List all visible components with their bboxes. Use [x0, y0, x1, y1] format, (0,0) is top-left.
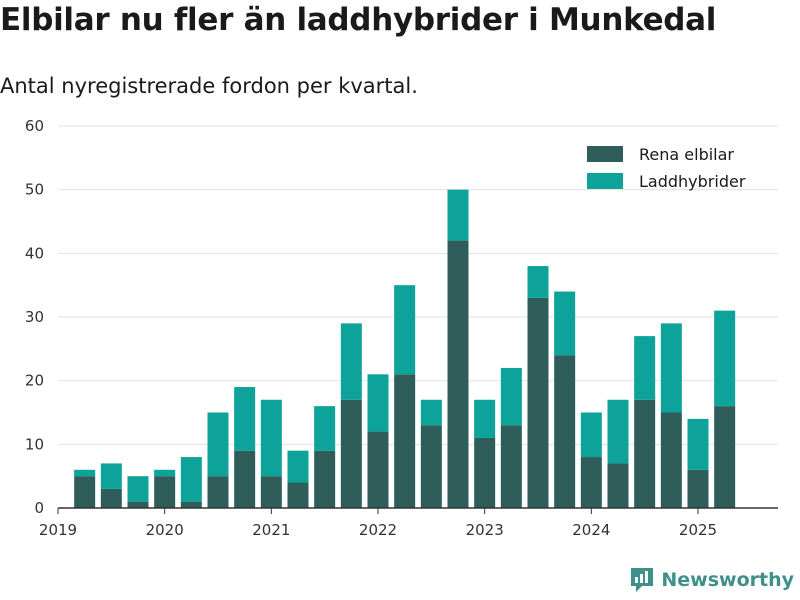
y-tick-label: 60: [25, 117, 44, 135]
y-axis-ticks: 0 10 20 30 40 50 60: [25, 117, 44, 517]
bar-laddhybrider: [207, 412, 229, 477]
bar-rena-elbilar: [260, 476, 282, 508]
y-tick-label: 30: [25, 308, 44, 326]
bar-laddhybrider: [420, 399, 442, 426]
y-tick-label: 0: [34, 499, 44, 517]
bar-rena-elbilar: [127, 501, 149, 508]
bar-laddhybrider: [394, 285, 416, 375]
bar-rena-elbilar: [660, 412, 682, 508]
bar-rena-elbilar: [367, 431, 389, 508]
bar-laddhybrider: [367, 374, 389, 432]
bar-rena-elbilar: [714, 406, 736, 508]
legend: Rena elbilar Laddhybrider: [587, 145, 746, 191]
bar-laddhybrider: [474, 399, 496, 438]
bar-laddhybrider: [100, 463, 122, 489]
x-tick-label: 2022: [359, 521, 397, 539]
bar-laddhybrider: [580, 412, 602, 458]
bar-laddhybrider: [260, 399, 282, 477]
bar-rena-elbilar: [340, 399, 362, 508]
bar-rena-elbilar: [314, 450, 336, 508]
x-tick-label: 2023: [466, 521, 504, 539]
bar-rena-elbilar: [447, 240, 469, 508]
x-tick-label: 2024: [572, 521, 610, 539]
bar-laddhybrider: [127, 476, 149, 502]
bar-rena-elbilar: [500, 425, 522, 508]
bar-laddhybrider: [554, 291, 576, 356]
legend-swatch-laddhybrider: [587, 173, 623, 189]
x-tick-label: 2019: [39, 521, 77, 539]
bar-laddhybrider: [340, 323, 362, 400]
bar-laddhybrider: [500, 367, 522, 426]
bar-laddhybrider: [634, 336, 656, 400]
bar-rena-elbilar: [74, 476, 96, 508]
y-tick-label: 10: [25, 435, 44, 453]
bar-laddhybrider: [180, 457, 202, 502]
bar-laddhybrider: [660, 323, 682, 413]
bar-laddhybrider: [607, 399, 629, 464]
bar-rena-elbilar: [527, 297, 549, 508]
bar-rena-elbilar: [287, 482, 309, 508]
bar-rena-elbilar: [100, 488, 122, 508]
x-tick-label: 2025: [679, 521, 717, 539]
x-axis-ticks: 2019 2020 2021 2022 2023 2024 2025: [39, 508, 717, 539]
y-tick-label: 20: [25, 372, 44, 390]
y-tick-label: 50: [25, 181, 44, 199]
bar-laddhybrider: [527, 266, 549, 298]
legend-label-rena-elbilar: Rena elbilar: [639, 145, 734, 164]
bar-laddhybrider: [714, 310, 736, 407]
bars: [74, 189, 736, 508]
chart-title: Elbilar nu fler än laddhybrider i Munked…: [0, 2, 717, 38]
bar-rena-elbilar: [607, 463, 629, 508]
bar-laddhybrider: [234, 387, 256, 451]
x-tick-label: 2021: [252, 521, 290, 539]
bar-laddhybrider: [154, 469, 176, 477]
grid-lines: [58, 125, 778, 445]
bar-laddhybrider: [687, 418, 709, 470]
bar-laddhybrider: [447, 189, 469, 241]
legend-label-laddhybrider: Laddhybrider: [639, 172, 746, 191]
newsworthy-icon: [631, 568, 654, 592]
bar-rena-elbilar: [634, 399, 656, 508]
x-tick-label: 2020: [146, 521, 184, 539]
legend-swatch-rena-elbilar: [587, 146, 623, 162]
bar-rena-elbilar: [687, 469, 709, 508]
bar-laddhybrider: [287, 450, 309, 483]
bar-rena-elbilar: [180, 501, 202, 508]
chart-subtitle: Antal nyregistrerade fordon per kvartal.: [0, 74, 418, 98]
bar-rena-elbilar: [420, 425, 442, 508]
bar-laddhybrider: [314, 406, 336, 451]
bar-rena-elbilar: [154, 476, 176, 508]
bar-rena-elbilar: [474, 437, 496, 508]
y-tick-label: 40: [25, 244, 44, 262]
brand-name: Newsworthy: [661, 569, 794, 591]
bar-rena-elbilar: [234, 450, 256, 508]
bar-rena-elbilar: [554, 355, 576, 508]
newsworthy-logo: Newsworthy: [629, 566, 794, 594]
bar-rena-elbilar: [580, 457, 602, 508]
bar-rena-elbilar: [394, 374, 416, 508]
bar-rena-elbilar: [207, 476, 229, 508]
bar-laddhybrider: [74, 469, 96, 477]
